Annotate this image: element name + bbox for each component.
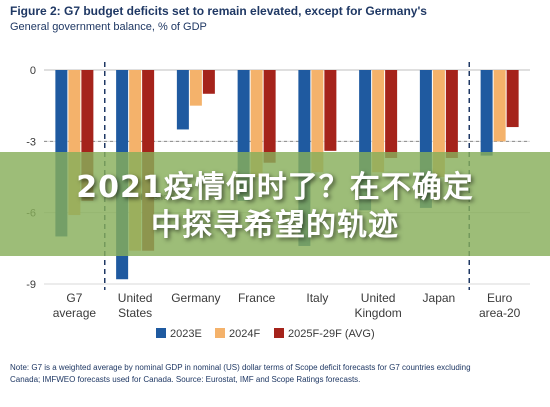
bar-2025f-29f-avg: [506, 70, 519, 128]
bar-2025f-29f-avg: [385, 70, 398, 158]
bar-2025f-29f-avg: [445, 70, 458, 158]
note-line-1: Note: G7 is a weighted average by nomina…: [10, 363, 471, 372]
legend-swatch: [215, 328, 225, 338]
bar-2023e: [176, 70, 189, 130]
bar-2024f: [493, 70, 506, 142]
x-tick-label: United States: [118, 291, 153, 320]
x-tick-label: Italy: [306, 291, 328, 305]
bar-2024f: [189, 70, 202, 106]
x-tick-label: United Kingdom: [354, 291, 401, 320]
bar-2025f-29f-avg: [202, 70, 215, 94]
bar-2024f: [432, 70, 445, 177]
article-banner: [0, 152, 550, 256]
bar-2025f-29f-avg: [324, 70, 337, 151]
legend-label: 2023E: [170, 328, 202, 340]
chart-title: Figure 2: G7 budget deficits set to rema…: [10, 4, 427, 18]
bar-2024f: [250, 70, 263, 177]
x-tick-label: Euro area-20: [479, 291, 521, 320]
y-tick-label: 0: [30, 65, 36, 77]
x-tick-label: Japan: [423, 291, 456, 305]
bar-2025f-29f-avg: [263, 70, 276, 163]
note-line-2: Canada; IMFWEO forecasts used for Canada…: [10, 375, 361, 384]
x-tick-label: Germany: [171, 291, 220, 305]
legend-swatch: [156, 328, 166, 338]
x-tick-label: France: [238, 291, 276, 305]
banner-headline-line-2: 中探寻希望的轨迹: [151, 208, 399, 243]
y-tick-label: -9: [26, 279, 36, 291]
banner-headline-line-1: 2021疫情何时了？在不确定: [76, 170, 474, 205]
bar-2023e: [480, 70, 493, 156]
legend-label: 2025F-29F (AVG): [288, 328, 375, 340]
chart-note: Note: G7 is a weighted average by nomina…: [10, 362, 520, 386]
x-tick-label: G7 average: [53, 291, 97, 320]
y-tick-label: -3: [26, 136, 36, 148]
legend-swatch: [274, 328, 284, 338]
chart-subtitle: General government balance, % of GDP: [10, 21, 207, 33]
legend-label: 2024F: [229, 328, 260, 340]
bar-2024f: [372, 70, 385, 173]
bar-2024f: [311, 70, 324, 173]
